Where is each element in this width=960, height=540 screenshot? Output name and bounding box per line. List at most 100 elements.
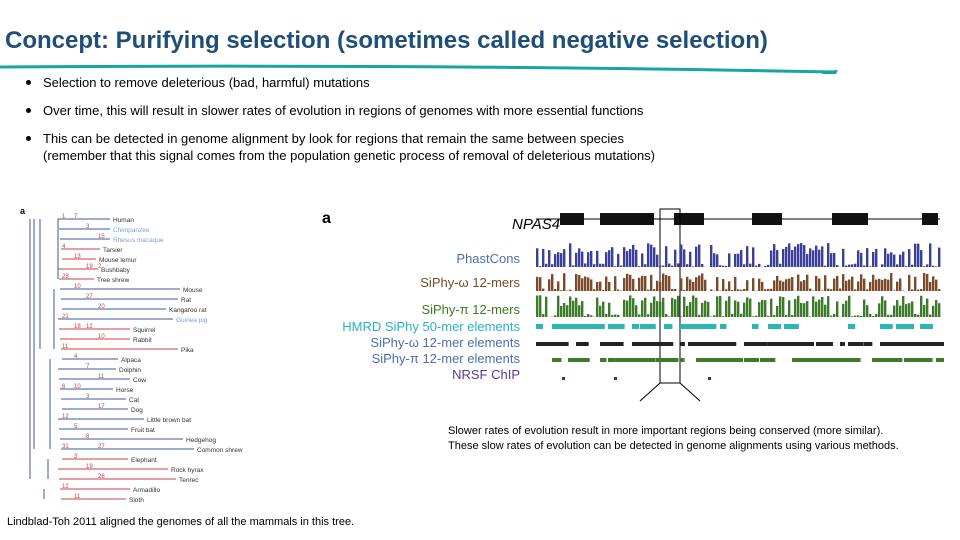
signal-bar	[653, 296, 656, 317]
signal-bar	[851, 316, 854, 317]
branch-number: 11	[98, 374, 105, 380]
signal-bar	[617, 314, 620, 317]
element-block	[720, 358, 730, 362]
element-block	[872, 358, 888, 362]
title-underline	[0, 64, 838, 74]
signal-bar	[914, 276, 917, 291]
signal-bar	[740, 250, 743, 267]
signal-bar	[896, 264, 899, 267]
element-block	[560, 342, 569, 346]
signal-bar	[887, 253, 890, 267]
signal-bar	[887, 279, 890, 291]
signal-bar	[578, 305, 581, 317]
signal-bar	[743, 289, 746, 291]
signal-bar	[830, 289, 833, 291]
signal-bar	[605, 313, 608, 317]
signal-bar	[644, 297, 647, 317]
signal-bar	[935, 266, 938, 267]
signal-bar	[701, 302, 704, 317]
signal-bar	[815, 301, 818, 317]
species-label: Guinea pig	[176, 317, 208, 324]
branch-number: 7	[86, 364, 90, 370]
signal-bar	[602, 301, 605, 317]
signal-bar	[818, 278, 821, 291]
signal-bar	[809, 288, 812, 291]
track-label: SiPhy-π 12-mers	[421, 302, 520, 317]
signal-bar	[905, 304, 908, 317]
species-label: Rat	[181, 297, 191, 304]
track-graphics	[536, 208, 944, 402]
signal-bar	[911, 301, 914, 317]
signal-bar	[923, 266, 926, 267]
signal-bar	[659, 265, 662, 267]
signal-bar	[881, 264, 884, 267]
signal-bar	[596, 281, 599, 291]
signal-bar	[863, 265, 866, 267]
signal-bar	[869, 266, 872, 267]
branch-number: 19	[86, 264, 93, 270]
signal-bar	[581, 301, 584, 317]
signal-bar	[608, 250, 611, 267]
signal-bar	[686, 276, 689, 291]
signal-bar	[743, 264, 746, 267]
signal-bar	[929, 281, 932, 291]
signal-bar	[752, 278, 755, 291]
signal-bar	[938, 303, 941, 317]
signal-bar	[635, 249, 638, 267]
signal-bar	[866, 289, 869, 291]
phylogenetic-tree-figure: a Human Chimpanzee Rhesus macaque Tarsier Mo…	[20, 206, 243, 504]
species-label: Squirrel	[133, 327, 156, 334]
element-block	[680, 342, 685, 346]
species-label: Dolphin	[119, 367, 141, 374]
signal-bar	[863, 299, 866, 317]
branch-number: 19	[86, 464, 93, 470]
element-block	[816, 342, 831, 346]
signal-bar	[626, 300, 629, 317]
signal-bar	[650, 274, 653, 291]
branch-number: 3	[86, 394, 90, 400]
signal-bar	[788, 243, 791, 267]
signal-bar	[569, 296, 572, 317]
signal-bar	[875, 248, 878, 267]
signal-bar	[932, 265, 935, 267]
signal-bar	[578, 274, 581, 291]
element-block	[712, 342, 727, 346]
signal-bar	[800, 243, 803, 267]
element-block	[760, 342, 768, 346]
signal-bar	[812, 296, 815, 317]
signal-bar	[929, 314, 932, 317]
signal-bar	[776, 305, 779, 317]
signal-bar	[599, 263, 602, 267]
element-block	[912, 358, 926, 362]
signal-bar	[614, 314, 617, 317]
signal-bar	[587, 277, 590, 291]
tree-labels: Human Chimpanzee Rhesus macaque Tarsier Mous…	[62, 214, 243, 504]
signal-bar	[926, 264, 929, 267]
branch-number: 12	[62, 484, 69, 490]
signal-bar	[833, 278, 836, 291]
signal-bar	[791, 250, 794, 267]
element-block	[920, 324, 933, 329]
element-block	[608, 358, 616, 362]
signal-bar	[704, 300, 707, 317]
signal-bar	[662, 273, 665, 291]
signal-bar	[563, 249, 566, 267]
element-block	[640, 342, 649, 346]
signal-bar	[803, 245, 806, 267]
species-label: Elephant	[131, 457, 157, 464]
signal-bar	[746, 297, 749, 317]
branch-number: 8	[86, 434, 90, 440]
signal-bar	[758, 302, 761, 317]
signal-bar	[683, 289, 686, 291]
signal-bar	[650, 244, 653, 267]
branch-number: 6	[62, 384, 66, 390]
signal-bar	[686, 305, 689, 317]
signal-bar	[539, 277, 542, 291]
signal-bar	[725, 289, 728, 291]
element-block	[904, 324, 914, 329]
branch-number: 10	[74, 384, 81, 390]
signal-bar	[623, 247, 626, 267]
signal-bar	[668, 276, 671, 291]
signal-bar	[869, 281, 872, 291]
signal-bar	[911, 289, 914, 291]
